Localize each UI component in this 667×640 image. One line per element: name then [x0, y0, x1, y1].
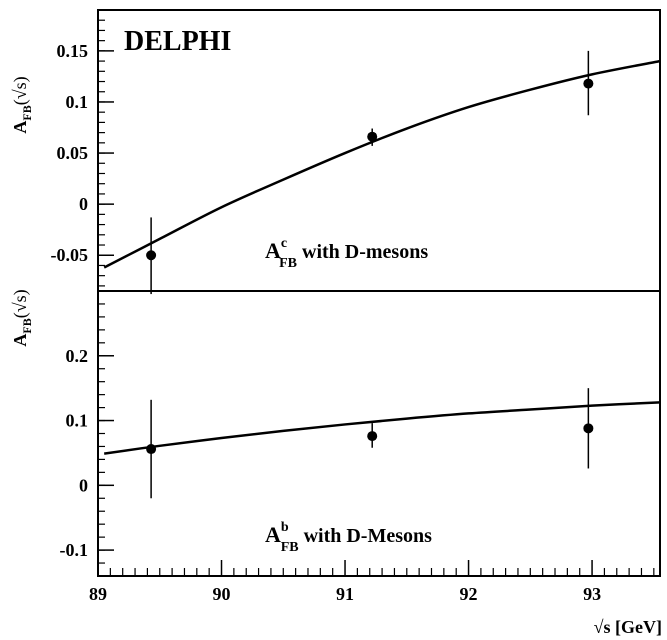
annotation-sup: c [281, 236, 287, 251]
x-tick-label: 92 [460, 584, 478, 604]
y-label-arg: (√s) [10, 76, 31, 105]
x-tick-label: 93 [583, 584, 601, 604]
top-fit-curve [103, 59, 661, 269]
top-y-tick-label: 0.05 [57, 143, 89, 163]
top-y-tick-label: 0 [79, 194, 88, 214]
bottom-data-point [367, 431, 378, 442]
bottom-y-axis-label: AFB(√s) [10, 289, 34, 346]
bottom-annotation: Ab FB with D-Mesons [265, 520, 432, 555]
bottom-y-tick-label: 0.2 [66, 346, 89, 366]
annotation-sup: b [281, 520, 289, 535]
top-y-tick-label: 0.15 [57, 41, 89, 61]
top-data-point [583, 78, 594, 89]
top-y-axis-label: AFB(√s) [10, 76, 34, 133]
x-tick-label: 89 [89, 584, 107, 604]
top-annotation: Ac FB with D-mesons [265, 236, 428, 271]
y-label-sub: FB [20, 318, 34, 333]
y-label-sub: FB [20, 105, 34, 120]
annotation-main: A [265, 238, 281, 263]
annotation-text: with D-mesons [297, 241, 428, 263]
bottom-y-tick-label: 0.1 [66, 411, 89, 431]
annotation-sub: FB [281, 540, 299, 555]
plot-frame [97, 9, 661, 577]
x-tick-label: 91 [336, 584, 354, 604]
y-label-main: A [10, 121, 30, 134]
experiment-label: DELPHI [124, 26, 231, 57]
top-data-point [367, 131, 378, 142]
bottom-data-point [583, 423, 594, 434]
annotation-text: with D-Mesons [299, 525, 433, 547]
x-tick-label: 90 [213, 584, 231, 604]
bottom-y-tick-label: -0.1 [60, 540, 89, 560]
bottom-y-tick-label: 0 [79, 475, 88, 495]
top-data-point [146, 250, 157, 261]
y-label-main: A [10, 334, 30, 347]
top-y-tick-label: 0.1 [66, 92, 89, 112]
top-y-tick-label: -0.05 [51, 245, 89, 265]
annotation-main: A [265, 522, 281, 547]
bottom-fit-curve [104, 401, 661, 455]
bottom-data-point [146, 444, 157, 455]
y-label-arg: (√s) [10, 289, 31, 318]
annotation-sub: FB [279, 256, 297, 271]
x-axis-label: √s [GeV] [594, 617, 662, 637]
